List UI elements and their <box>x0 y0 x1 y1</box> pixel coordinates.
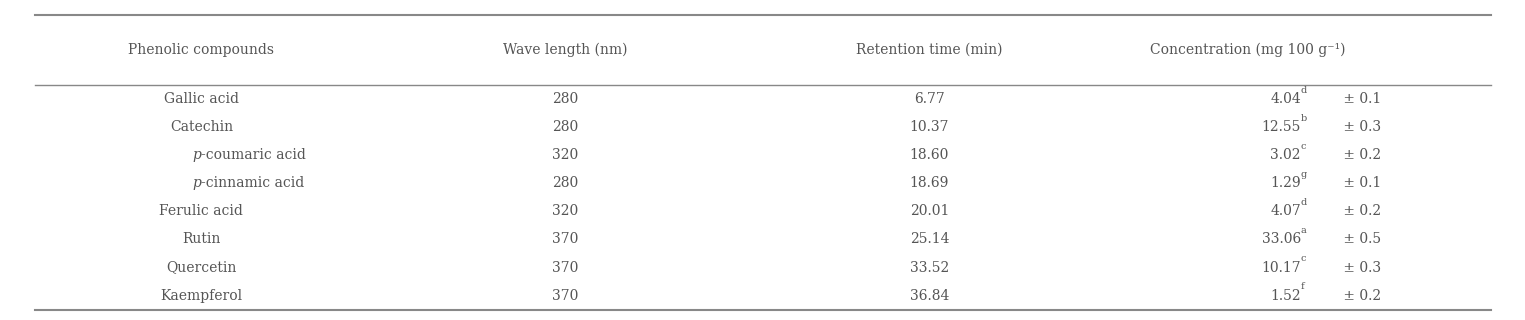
Text: p: p <box>192 176 201 190</box>
Text: -coumaric acid: -coumaric acid <box>201 148 307 162</box>
Text: ± 0.2: ± 0.2 <box>1339 148 1382 162</box>
Text: ± 0.2: ± 0.2 <box>1339 289 1382 303</box>
Text: 1.52: 1.52 <box>1270 289 1301 303</box>
Text: 4.04: 4.04 <box>1270 92 1301 106</box>
Text: 280: 280 <box>552 176 578 190</box>
Text: c: c <box>1301 254 1307 263</box>
Text: 10.37: 10.37 <box>909 120 949 134</box>
Text: 280: 280 <box>552 92 578 106</box>
Text: ± 0.1: ± 0.1 <box>1339 176 1382 190</box>
Text: Wave length (nm): Wave length (nm) <box>503 43 628 57</box>
Text: 18.60: 18.60 <box>909 148 949 162</box>
Text: 36.84: 36.84 <box>909 289 949 303</box>
Text: 10.17: 10.17 <box>1261 260 1301 275</box>
Text: 4.07: 4.07 <box>1270 204 1301 219</box>
Text: b: b <box>1301 114 1307 123</box>
Text: 20.01: 20.01 <box>909 204 949 219</box>
Text: g: g <box>1301 170 1307 179</box>
Text: Ferulic acid: Ferulic acid <box>160 204 244 219</box>
Text: d: d <box>1301 198 1307 207</box>
Text: ± 0.1: ± 0.1 <box>1339 92 1382 106</box>
Text: 320: 320 <box>552 148 578 162</box>
Text: 370: 370 <box>552 260 578 275</box>
Text: ± 0.2: ± 0.2 <box>1339 204 1382 219</box>
Text: ± 0.3: ± 0.3 <box>1339 260 1382 275</box>
Text: a: a <box>1301 226 1307 235</box>
Text: Catechin: Catechin <box>169 120 233 134</box>
Text: c: c <box>1301 142 1307 151</box>
Text: 280: 280 <box>552 120 578 134</box>
Text: Rutin: Rutin <box>181 232 221 246</box>
Text: 3.02: 3.02 <box>1270 148 1301 162</box>
Text: Phenolic compounds: Phenolic compounds <box>128 43 274 57</box>
Text: p: p <box>192 148 201 162</box>
Text: 370: 370 <box>552 289 578 303</box>
Text: Concentration (mg 100 g⁻¹): Concentration (mg 100 g⁻¹) <box>1150 43 1345 57</box>
Text: ± 0.3: ± 0.3 <box>1339 120 1382 134</box>
Text: f: f <box>1301 282 1304 291</box>
Text: 33.06: 33.06 <box>1261 232 1301 246</box>
Text: 12.55: 12.55 <box>1261 120 1301 134</box>
Text: 370: 370 <box>552 232 578 246</box>
Text: 6.77: 6.77 <box>913 92 944 106</box>
Text: -cinnamic acid: -cinnamic acid <box>201 176 305 190</box>
Text: ± 0.5: ± 0.5 <box>1339 232 1382 246</box>
Text: d: d <box>1301 86 1307 95</box>
Text: Quercetin: Quercetin <box>166 260 236 275</box>
Text: 320: 320 <box>552 204 578 219</box>
Text: Retention time (min): Retention time (min) <box>856 43 1002 57</box>
Text: Gallic acid: Gallic acid <box>163 92 239 106</box>
Text: 33.52: 33.52 <box>910 260 949 275</box>
Text: 18.69: 18.69 <box>909 176 949 190</box>
Text: Kaempferol: Kaempferol <box>160 289 242 303</box>
Text: 25.14: 25.14 <box>909 232 949 246</box>
Text: 1.29: 1.29 <box>1270 176 1301 190</box>
